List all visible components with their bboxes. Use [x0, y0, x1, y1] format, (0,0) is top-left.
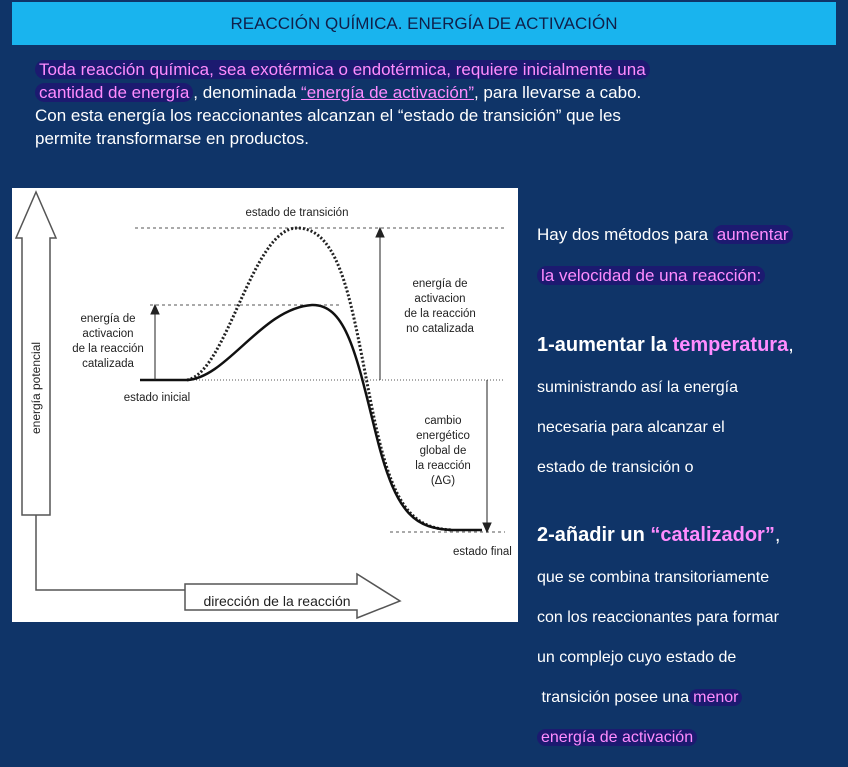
label: energía de activacion de la reacción catali…	[72, 313, 144, 370]
label: estado final	[453, 546, 512, 558]
method1-heading: 1-aumentar la temperatura,	[537, 331, 794, 359]
text-line: (ΔG)	[431, 475, 455, 487]
header-bar: REACCIÓN QUÍMICA. ENERGÍA DE ACTIVACIÓN	[12, 2, 836, 45]
label: energía de activacion de la reacción no cat…	[404, 278, 476, 335]
label: estado de transición	[246, 207, 349, 219]
emphasis: “catalizador”	[650, 524, 775, 546]
x-axis-label: dirección de la reacción	[203, 593, 350, 609]
label: cambio energético global de la reacción (ΔG)	[415, 415, 471, 487]
arrows	[150, 226, 492, 534]
text: Hay dos métodos para	[537, 225, 713, 244]
highlight: menor	[689, 689, 743, 706]
intro-highlight: cantidad de energía	[35, 83, 194, 102]
text: transición posee una	[537, 689, 690, 706]
line: con los reaccionantes para formar	[537, 609, 779, 626]
line: suministrando así la energía	[537, 379, 738, 396]
text: ,	[788, 334, 794, 356]
text-line: global de	[420, 445, 467, 457]
text-line: activacion	[82, 328, 133, 340]
line: necesaria para alcanzar el	[537, 419, 725, 436]
text-line: catalizada	[82, 358, 134, 370]
axis-line	[35, 515, 185, 591]
text-line: energía de	[413, 278, 468, 290]
text-line: de la reacción	[72, 343, 144, 355]
x-arrow	[184, 572, 402, 620]
intro-text: Con esta energía los reaccionantes alcan…	[35, 106, 621, 125]
text-line: energético	[416, 430, 470, 442]
intro-text: permite transformarse en productos.	[35, 129, 310, 148]
diagram-bg	[12, 188, 518, 622]
highlight: energía de activación	[537, 729, 698, 746]
slide: REACCIÓN QUÍMICA. ENERGÍA DE ACTIVACIÓN …	[12, 2, 836, 746]
y-arrow	[14, 190, 58, 516]
label: estado inicial	[124, 392, 190, 404]
text-line: no catalizada	[406, 323, 474, 335]
catalyzed-curve	[140, 303, 482, 532]
line: transición posee una menor	[537, 687, 794, 709]
text: 1-aumentar la	[537, 334, 673, 356]
line: energía de activación	[537, 727, 794, 749]
methods-intro: Hay dos métodos para aumentar	[537, 223, 794, 246]
intro-text: , denominada	[193, 83, 302, 102]
text-line: activacion	[414, 293, 465, 305]
intro-text: , para llevarse a cabo.	[473, 83, 642, 102]
line: que se combina transitoriamente	[537, 569, 770, 586]
text-line: de la reacción	[404, 308, 476, 320]
title: REACCIÓN QUÍMICA. ENERGÍA DE ACTIVACIÓN	[230, 13, 618, 33]
text-line: energía de	[81, 313, 136, 325]
methods: Hay dos métodos para aumentar la velocid…	[537, 205, 794, 767]
methods-intro: la velocidad de una reacción:	[537, 264, 794, 287]
line: un complejo cuyo estado de	[537, 649, 737, 666]
text: ,	[774, 524, 781, 546]
highlight: aumentar	[712, 225, 793, 244]
intro-term: “energía de activación”	[301, 83, 474, 102]
y-axis-label: energía potencial	[29, 342, 43, 434]
text-line: cambio	[424, 415, 461, 427]
text: 2-añadir un	[537, 524, 651, 546]
intro: Toda reacción química, sea exotérmica o …	[35, 58, 650, 150]
intro-highlight: Toda reacción química, sea exotérmica o …	[35, 60, 650, 79]
emphasis: temperatura	[672, 334, 789, 356]
line: estado de transición o	[537, 459, 694, 476]
energy-diagram: estado de transición energía de activacio…	[12, 188, 518, 622]
highlight: la velocidad de una reacción:	[537, 266, 766, 285]
uncatalyzed-curve	[186, 226, 453, 532]
method2-heading: 2-añadir un “catalizador”,	[537, 521, 794, 549]
text-line: la reacción	[415, 460, 471, 472]
